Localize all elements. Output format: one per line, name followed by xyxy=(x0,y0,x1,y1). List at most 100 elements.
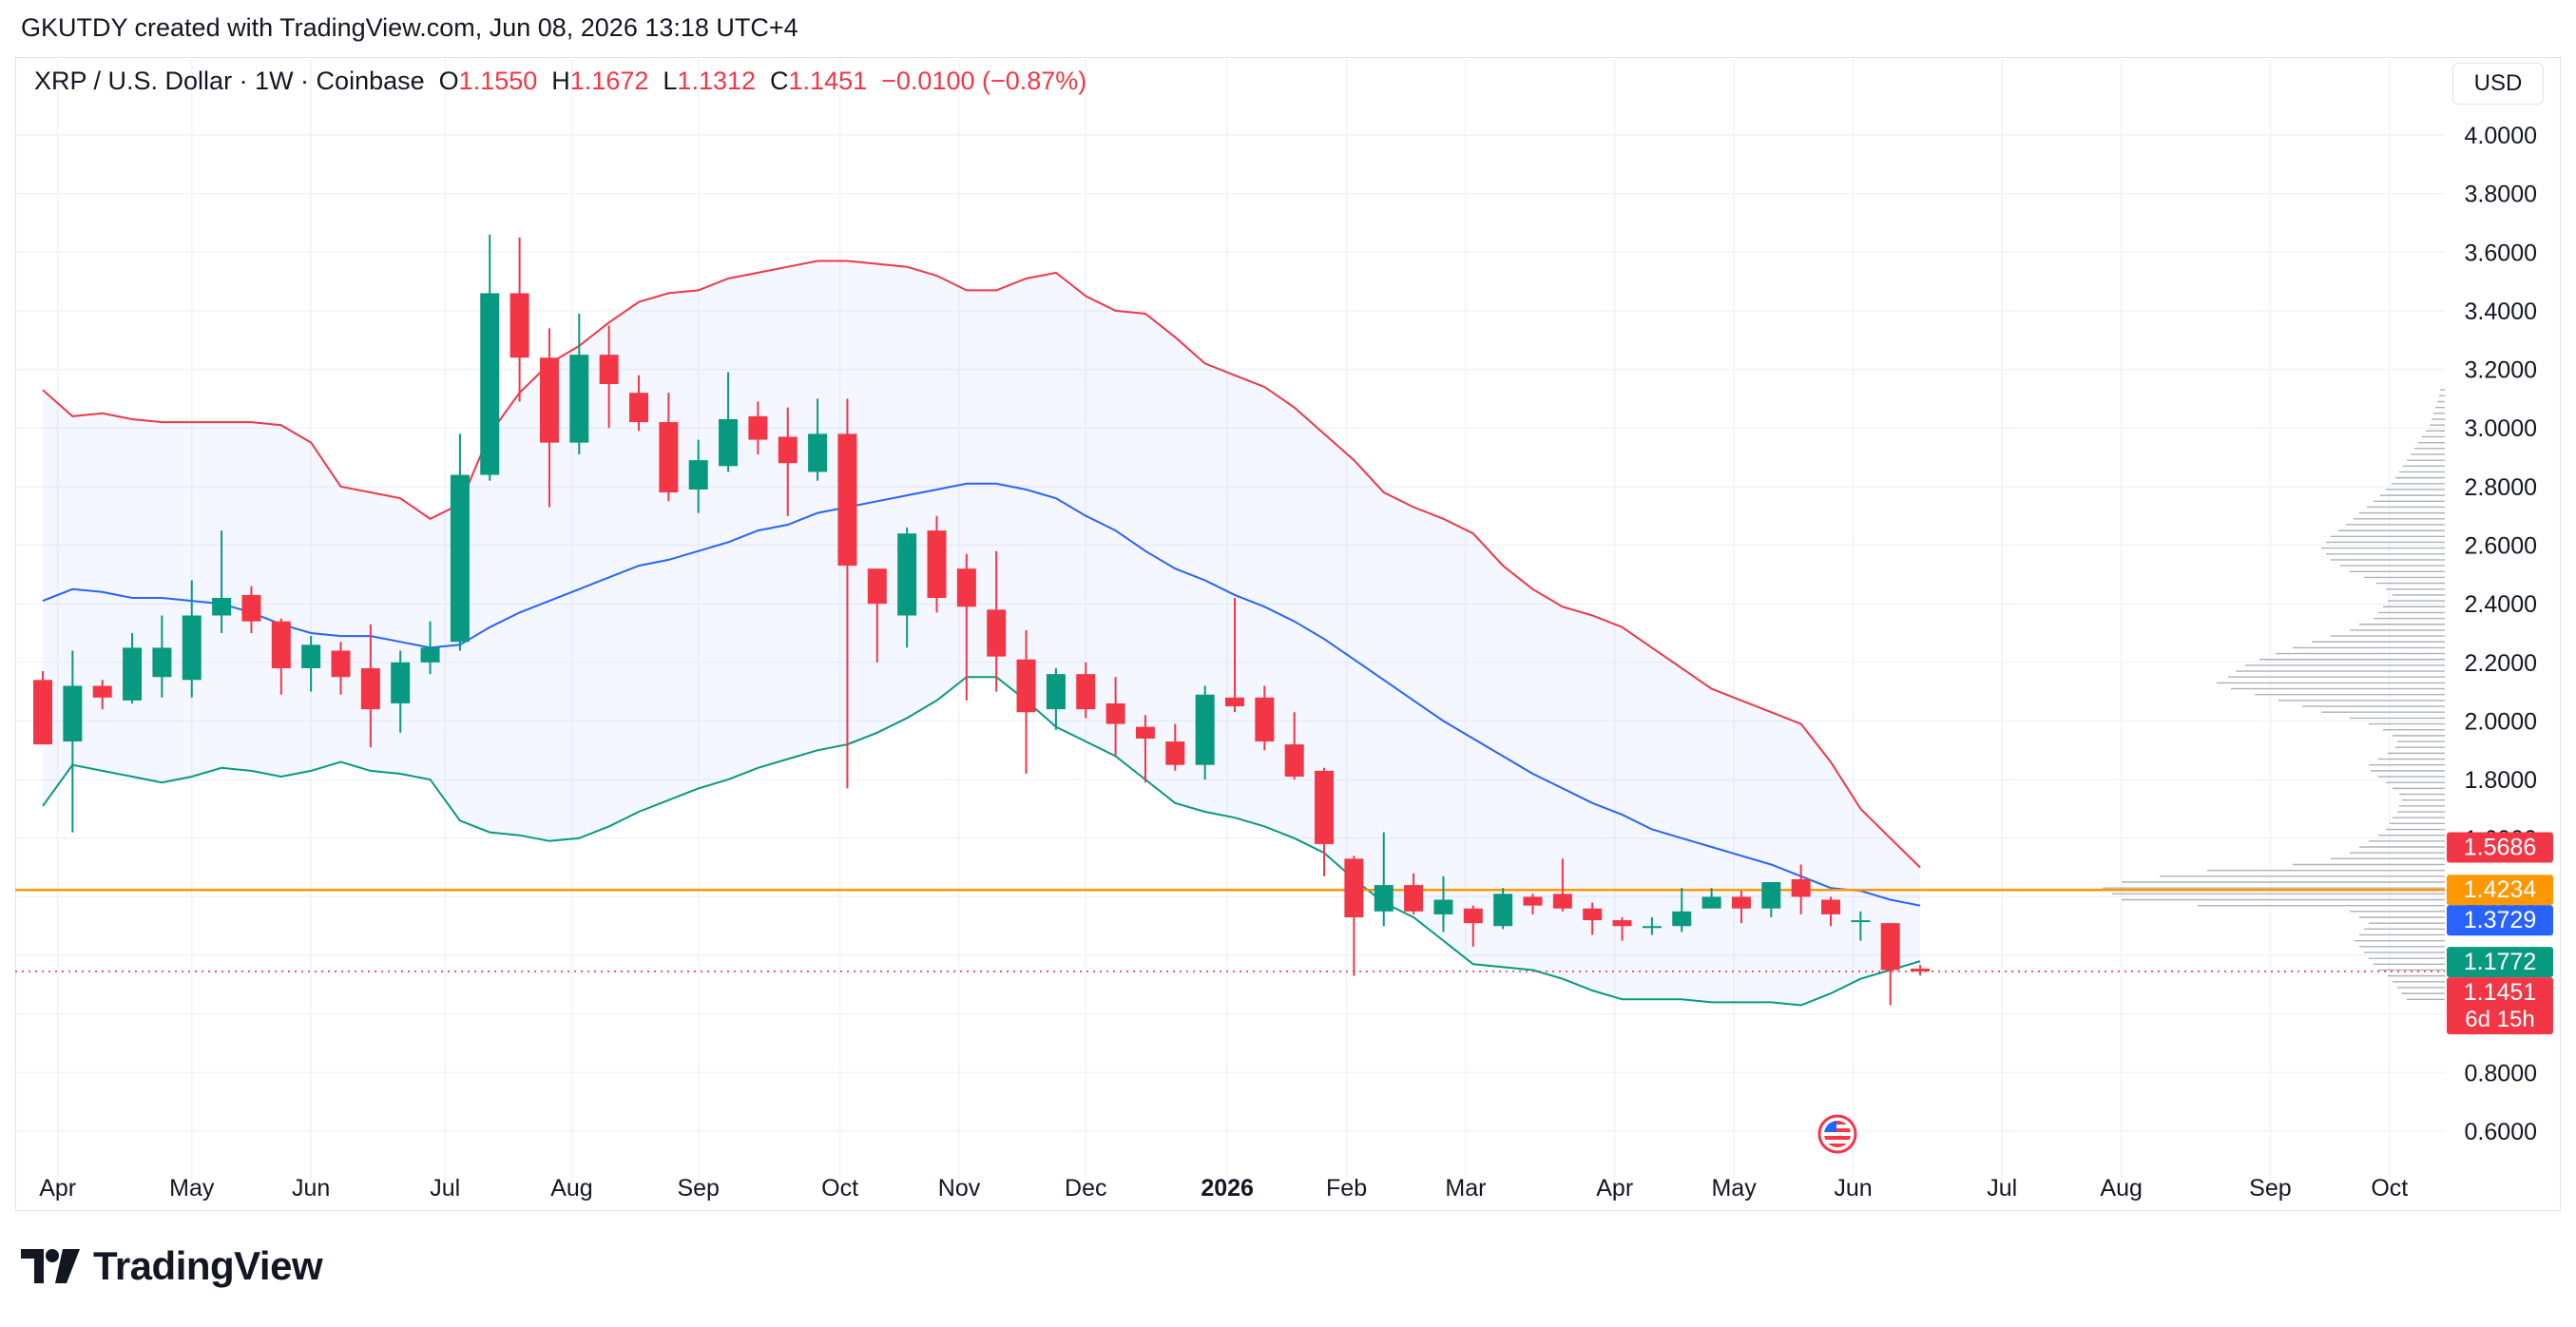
candle-body xyxy=(748,415,768,440)
candles[interactable] xyxy=(33,234,1931,1006)
candle[interactable] xyxy=(92,680,112,710)
price-label-text: 1.5686 xyxy=(2464,834,2536,860)
candle[interactable] xyxy=(1761,882,1781,917)
tradingview-logo[interactable]: TradingView xyxy=(21,1243,323,1289)
candle-body xyxy=(1612,920,1632,927)
candle[interactable] xyxy=(1463,905,1483,947)
candle[interactable] xyxy=(1135,715,1155,783)
candle[interactable] xyxy=(629,375,648,432)
candle[interactable] xyxy=(123,633,143,703)
flag-icon[interactable] xyxy=(1817,1114,1857,1154)
candle-body xyxy=(1135,726,1155,739)
candle[interactable] xyxy=(1195,685,1215,780)
x-axis-label: Sep xyxy=(2249,1175,2291,1202)
candle[interactable] xyxy=(331,642,351,695)
candle[interactable] xyxy=(1552,858,1572,912)
candle[interactable] xyxy=(212,530,232,633)
x-axis-label: Oct xyxy=(2371,1175,2408,1202)
candle[interactable] xyxy=(450,433,470,651)
candle[interactable] xyxy=(897,528,917,648)
candle-body xyxy=(1583,908,1603,921)
candle[interactable] xyxy=(1791,864,1811,914)
y-axis-tick-label: 3.2000 xyxy=(2465,357,2537,384)
candle[interactable] xyxy=(1046,667,1066,730)
candle-body xyxy=(778,436,798,464)
candle[interactable] xyxy=(1404,873,1424,914)
bollinger-upper-line xyxy=(42,260,1921,869)
legend-change: −0.0100 (−0.87%) xyxy=(881,67,1087,95)
candle[interactable] xyxy=(927,515,947,613)
candle[interactable] xyxy=(1076,662,1096,719)
candle-body xyxy=(569,355,589,443)
candle[interactable] xyxy=(1880,923,1900,1006)
candle[interactable] xyxy=(659,393,679,502)
candle[interactable] xyxy=(1612,916,1632,941)
candle[interactable] xyxy=(569,314,589,454)
y-axis-tick-label: 2.4000 xyxy=(2465,591,2537,618)
candle[interactable] xyxy=(1911,965,1931,976)
candle[interactable] xyxy=(1165,723,1185,771)
candle[interactable] xyxy=(867,568,887,663)
x-axis: Apr May Jun Jul Aug Sep Oct Nov Dec 2026 Feb Mar Apr… xyxy=(39,1175,2408,1202)
candle-body xyxy=(123,647,143,701)
candle[interactable] xyxy=(1284,712,1304,780)
candle[interactable] xyxy=(1523,894,1543,914)
candle[interactable] xyxy=(1672,888,1692,933)
candle[interactable] xyxy=(956,553,976,701)
candle[interactable] xyxy=(1851,911,1871,941)
candle[interactable] xyxy=(301,636,321,692)
candle[interactable] xyxy=(1016,629,1036,774)
candle[interactable] xyxy=(1374,832,1394,927)
candle-body xyxy=(1523,896,1543,906)
candle[interactable] xyxy=(1225,598,1244,713)
candle[interactable] xyxy=(182,580,202,698)
candle[interactable] xyxy=(1701,888,1721,909)
bollinger-basis-line xyxy=(42,482,1921,907)
candle-body xyxy=(1701,896,1721,909)
candle[interactable] xyxy=(1315,767,1335,876)
candle[interactable] xyxy=(1344,856,1364,976)
candle-body xyxy=(808,433,828,472)
candle[interactable] xyxy=(1642,916,1662,935)
candle[interactable] xyxy=(1433,875,1453,933)
candle[interactable] xyxy=(688,439,708,513)
candle[interactable] xyxy=(33,671,52,745)
candle[interactable] xyxy=(360,624,380,748)
candle[interactable] xyxy=(241,586,261,633)
candle[interactable] xyxy=(987,550,1007,692)
candle[interactable] xyxy=(778,407,798,516)
candle[interactable] xyxy=(748,401,768,454)
candle[interactable] xyxy=(1105,677,1125,757)
candle[interactable] xyxy=(1255,685,1275,751)
candle[interactable] xyxy=(509,237,529,402)
candle[interactable] xyxy=(152,615,172,698)
candle-body xyxy=(1374,885,1394,912)
currency-selector[interactable]: USD xyxy=(2452,63,2544,105)
candle-body xyxy=(1911,968,1931,971)
legend-close-label: C xyxy=(770,67,789,95)
candle[interactable] xyxy=(539,328,559,508)
candle[interactable] xyxy=(271,618,291,695)
candle[interactable] xyxy=(1821,896,1840,927)
price-label-badge xyxy=(2447,905,2553,936)
candle-body xyxy=(271,621,291,668)
candle-body xyxy=(1880,923,1900,971)
candle[interactable] xyxy=(808,398,828,481)
x-axis-label: Feb xyxy=(1326,1175,1367,1202)
candle[interactable] xyxy=(420,621,440,675)
candle-body xyxy=(1463,908,1483,924)
price-label-text: 1.3729 xyxy=(2464,907,2536,933)
candle[interactable] xyxy=(719,372,739,472)
candle[interactable] xyxy=(63,650,83,833)
candle[interactable] xyxy=(1583,902,1603,935)
candle[interactable] xyxy=(1493,888,1513,930)
x-axis-label: Mar xyxy=(1445,1175,1486,1202)
legend-high-label: H xyxy=(551,67,570,95)
candle[interactable] xyxy=(391,650,411,733)
candle[interactable] xyxy=(837,398,857,789)
candle[interactable] xyxy=(480,234,500,481)
candle[interactable] xyxy=(599,325,619,429)
candle[interactable] xyxy=(1731,891,1751,924)
candle-body xyxy=(837,433,857,567)
